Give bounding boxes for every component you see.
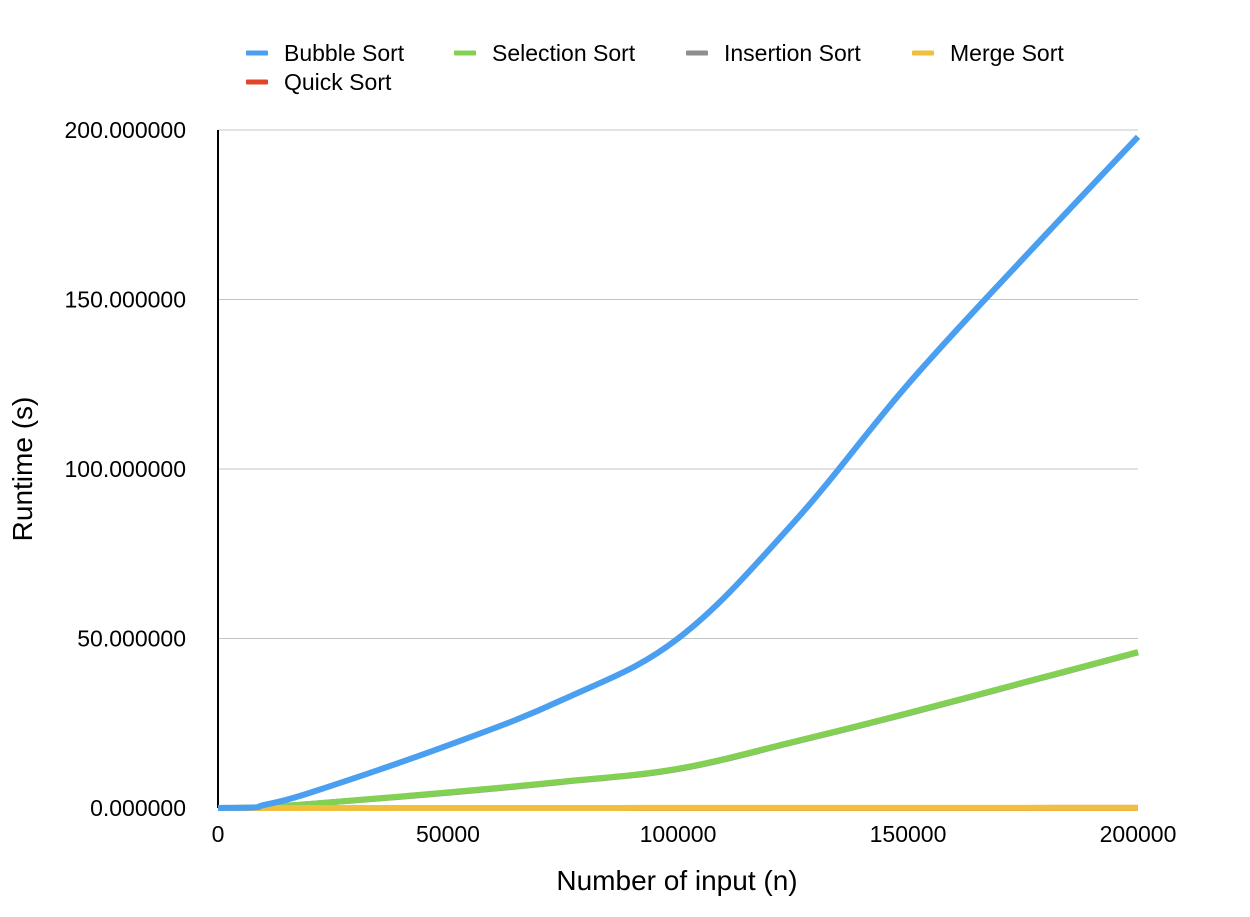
legend-label: Quick Sort [284, 69, 392, 95]
legend-item-insertion-sort: Insertion Sort [686, 40, 861, 66]
x-axis-title: Number of input (n) [556, 865, 797, 896]
series-line-insertion-sort [218, 652, 1138, 808]
legend-swatch [686, 51, 708, 56]
y-tick-label: 200.000000 [64, 117, 186, 143]
legend-item-merge-sort: Merge Sort [912, 40, 1064, 66]
legend-label: Selection Sort [492, 40, 636, 66]
y-axis-title: Runtime (s) [7, 397, 38, 542]
y-tick-label: 50.000000 [77, 626, 186, 652]
x-tick-label: 150000 [870, 821, 947, 847]
legend-item-bubble-sort: Bubble Sort [246, 40, 405, 66]
x-tick-label: 200000 [1100, 821, 1177, 847]
legend: Bubble Sort Selection Sort Insertion Sort M… [246, 40, 1064, 95]
series-lines [218, 137, 1138, 808]
legend-swatch [912, 51, 934, 56]
tick-labels: 0.000000 50.000000 100.000000 150.000000 200… [64, 117, 1176, 847]
legend-swatch [246, 51, 268, 56]
y-tick-label: 0.000000 [90, 795, 186, 821]
legend-item-quick-sort: Quick Sort [246, 69, 392, 95]
x-tick-label: 50000 [416, 821, 480, 847]
x-tick-label: 100000 [640, 821, 717, 847]
legend-swatch [454, 51, 476, 56]
legend-item-selection-sort: Selection Sort [454, 40, 636, 66]
legend-swatch [246, 80, 268, 85]
y-tick-label: 150.000000 [64, 287, 186, 313]
legend-label: Insertion Sort [724, 40, 861, 66]
legend-label: Bubble Sort [284, 40, 405, 66]
grid-lines [218, 130, 1138, 639]
legend-label: Merge Sort [950, 40, 1064, 66]
series-line-bubble-sort [218, 137, 1138, 808]
x-tick-label: 0 [212, 821, 225, 847]
y-tick-label: 100.000000 [64, 456, 186, 482]
series-line-selection-sort [218, 652, 1138, 808]
